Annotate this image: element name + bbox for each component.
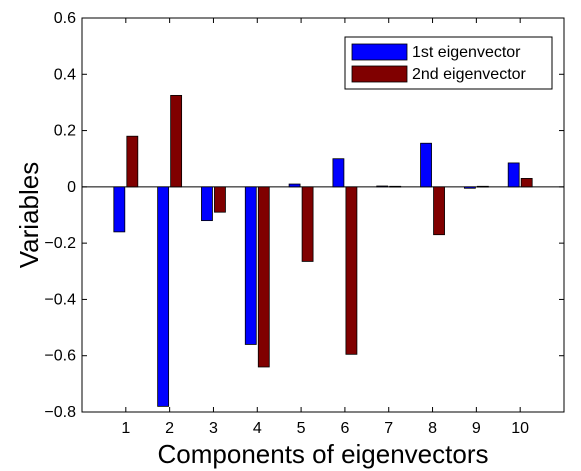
y-tick-label: 0.4	[54, 66, 76, 83]
y-tick-label: 0.6	[54, 10, 76, 27]
x-tick-label: 9	[472, 420, 481, 437]
y-tick-label: −0.4	[44, 291, 76, 308]
legend-label-series2: 2nd eigenvector	[412, 66, 527, 83]
bar-series2-cat1	[126, 135, 139, 188]
x-tick-label: 10	[511, 420, 529, 437]
x-tick-label: 1	[121, 420, 130, 437]
bar-series1-cat7	[376, 185, 389, 188]
y-tick-label: 0.2	[54, 123, 76, 140]
legend: 1st eigenvector 2nd eigenvector	[344, 36, 553, 90]
x-axis-label: Components of eigenvectors	[158, 439, 489, 469]
bar-series1-cat5	[288, 183, 301, 188]
bar-series1-cat6	[332, 158, 345, 188]
x-tick-label: 8	[428, 420, 437, 437]
bars-group	[113, 94, 533, 407]
bar-series2-cat2	[170, 94, 183, 188]
bar-series2-cat8	[433, 186, 445, 236]
bar-series2-cat10	[520, 178, 533, 188]
x-tick-label: 4	[253, 420, 262, 437]
legend-label-series1: 1st eigenvector	[412, 44, 521, 61]
bar-series1-cat3	[201, 186, 213, 222]
x-tick-label: 5	[297, 420, 306, 437]
x-tick-label: 3	[209, 420, 218, 437]
x-tick-label: 2	[165, 420, 174, 437]
bar-series1-cat10	[507, 162, 520, 188]
bar-series2-cat3	[214, 186, 226, 213]
y-axis-ticks: −0.8 −0.6 −0.4 −0.2 0 0.2 0.4 0.6	[44, 10, 564, 421]
y-tick-label: −0.8	[44, 404, 76, 421]
y-axis-label: Variables	[14, 162, 44, 268]
bar-series2-cat4	[257, 186, 270, 368]
bar-series1-cat4	[244, 186, 257, 345]
legend-swatch-series1	[351, 43, 408, 61]
bar-series1-cat1	[113, 186, 126, 233]
y-tick-label: 0	[67, 179, 76, 196]
bar-series1-cat9	[463, 186, 476, 189]
bar-series2-cat5	[301, 186, 314, 262]
bar-series2-cat9	[476, 185, 489, 188]
bar-series1-cat8	[420, 142, 432, 188]
x-tick-label: 7	[384, 420, 393, 437]
x-tick-label: 6	[340, 420, 349, 437]
y-tick-label: −0.2	[44, 235, 76, 252]
bar-series2-cat6	[345, 186, 358, 355]
x-axis-ticks: 1 2 3 4 5 6 7 8 9 10	[121, 18, 529, 437]
bar-series2-cat7	[389, 185, 402, 188]
bar-series1-cat2	[157, 186, 170, 407]
legend-swatch-series2	[351, 65, 408, 83]
y-tick-label: −0.6	[44, 348, 76, 365]
